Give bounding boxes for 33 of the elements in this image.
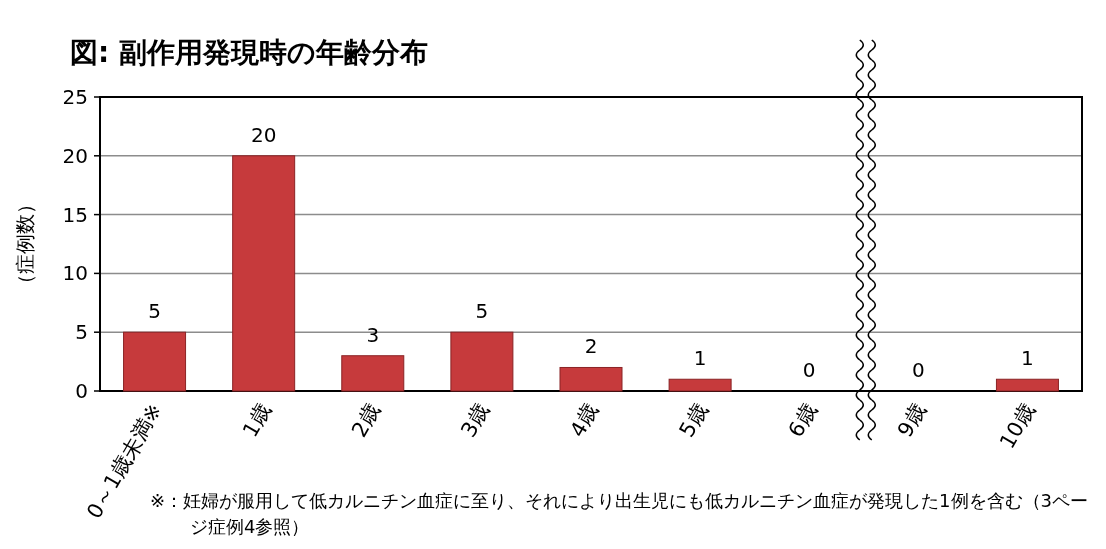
bar	[232, 155, 296, 392]
data-label: 0	[911, 358, 925, 382]
bar	[668, 378, 732, 392]
x-tick-label: 5歳	[674, 399, 713, 442]
x-tick-label: 6歳	[783, 399, 822, 442]
x-tick-label: 2歳	[347, 399, 386, 442]
data-label: 5	[475, 299, 489, 324]
x-tick-label: 3歳	[456, 399, 495, 442]
data-label: 3	[366, 322, 380, 347]
bar	[559, 366, 623, 392]
x-tick-label: 1歳	[238, 399, 276, 442]
y-tick-label: 5	[75, 320, 88, 345]
data-label: 0	[802, 358, 816, 382]
data-label: 1	[693, 346, 707, 371]
chart-title: 図: 副作用発現時の年齢分布	[70, 36, 428, 69]
y-tick-label: 25	[62, 85, 88, 109]
data-label: 20	[250, 122, 277, 147]
bar	[995, 378, 1059, 392]
y-tick-label: 0	[75, 379, 88, 403]
y-tick-label: 10	[62, 261, 88, 286]
y-axis-title: （症例数）	[13, 194, 37, 294]
y-tick-label: 15	[62, 202, 88, 227]
x-tick-label: 9歳	[892, 399, 931, 442]
data-label: 5	[148, 299, 161, 324]
y-tick-label: 20	[62, 143, 88, 168]
bar	[450, 331, 514, 392]
text: ※：妊婦が服用して低カルニチン血症に至り、それにより出生児にも低カルニチン血症が発現した1例を含む（3ページ症例4参照）	[150, 489, 1089, 539]
data-label: 1	[1021, 346, 1034, 371]
data-label: 2	[584, 334, 598, 359]
x-tick-label: 4歳	[565, 399, 604, 442]
bar	[123, 331, 187, 392]
bar	[341, 355, 405, 392]
x-tick-label: 10歳	[995, 399, 1040, 453]
